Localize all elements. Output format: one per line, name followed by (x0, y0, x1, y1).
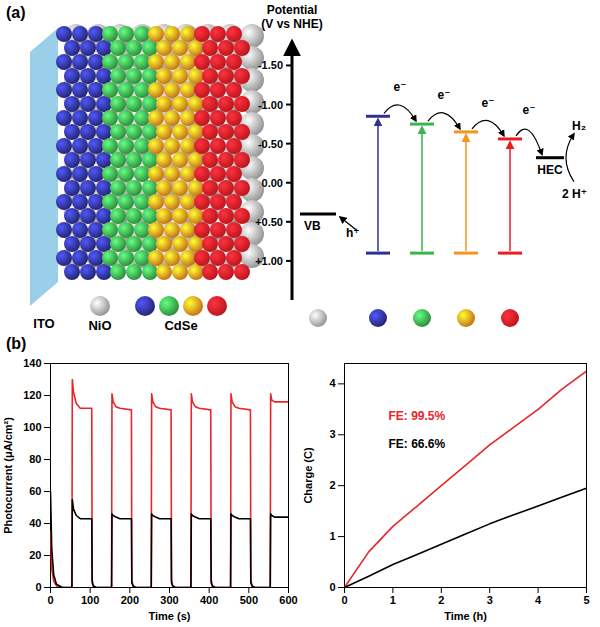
svg-text:3: 3 (487, 594, 493, 606)
svg-text:Time (h): Time (h) (444, 610, 487, 622)
svg-text:0: 0 (329, 581, 335, 593)
svg-text:h⁺: h⁺ (346, 226, 360, 240)
svg-text:e⁻: e⁻ (481, 96, 494, 110)
svg-text:500: 500 (240, 594, 258, 606)
svg-text:VB: VB (304, 219, 321, 233)
svg-text:400: 400 (200, 594, 218, 606)
svg-text:2: 2 (329, 479, 335, 491)
svg-text:H₂: H₂ (572, 119, 586, 133)
svg-text:140: 140 (23, 357, 41, 369)
svg-text:Photocurrent (μA/cm²): Photocurrent (μA/cm²) (2, 417, 14, 534)
svg-text:(V vs NHE): (V vs NHE) (261, 17, 322, 31)
svg-text:CdSe: CdSe (164, 318, 197, 333)
svg-text:Charge (C): Charge (C) (302, 447, 314, 504)
svg-text:FE: 66.6%: FE: 66.6% (389, 437, 446, 451)
svg-text:600: 600 (279, 594, 297, 606)
svg-text:5: 5 (583, 594, 589, 606)
svg-text:4: 4 (535, 594, 542, 606)
svg-text:2 H⁺: 2 H⁺ (562, 187, 587, 201)
svg-text:120: 120 (23, 389, 41, 401)
svg-text:FE: 99.5%: FE: 99.5% (389, 409, 446, 423)
svg-text:300: 300 (160, 594, 178, 606)
svg-text:1: 1 (390, 594, 396, 606)
svg-text:+1.00: +1.00 (255, 255, 283, 267)
svg-text:40: 40 (29, 517, 41, 529)
svg-text:3: 3 (329, 428, 335, 440)
svg-text:0.00: 0.00 (262, 177, 283, 189)
svg-text:ITO: ITO (33, 316, 54, 331)
svg-text:1: 1 (329, 530, 335, 542)
svg-text:60: 60 (29, 485, 41, 497)
html-text:(b): (b) (6, 335, 27, 352)
svg-text:0: 0 (35, 581, 41, 593)
svg-text:0: 0 (341, 594, 347, 606)
svg-text:2: 2 (438, 594, 444, 606)
svg-text:+0.50: +0.50 (255, 216, 283, 228)
svg-text:-0.50: -0.50 (258, 138, 283, 150)
svg-text:HEC: HEC (537, 163, 563, 177)
svg-text:4: 4 (329, 377, 336, 389)
svg-text:e⁻: e⁻ (393, 80, 406, 94)
svg-text:200: 200 (121, 594, 139, 606)
svg-text:(a): (a) (6, 4, 26, 21)
svg-text:80: 80 (29, 453, 41, 465)
svg-text:20: 20 (29, 549, 41, 561)
svg-text:0: 0 (47, 594, 53, 606)
svg-text:-1.00: -1.00 (258, 99, 283, 111)
svg-text:e⁻: e⁻ (522, 103, 535, 117)
svg-text:Potential: Potential (267, 3, 318, 17)
svg-text:e⁻: e⁻ (437, 88, 450, 102)
svg-text:100: 100 (81, 594, 99, 606)
svg-text:Time (s): Time (s) (149, 610, 191, 622)
svg-text:-1.50: -1.50 (258, 59, 283, 71)
svg-text:100: 100 (23, 421, 41, 433)
svg-text:NiO: NiO (88, 318, 111, 333)
